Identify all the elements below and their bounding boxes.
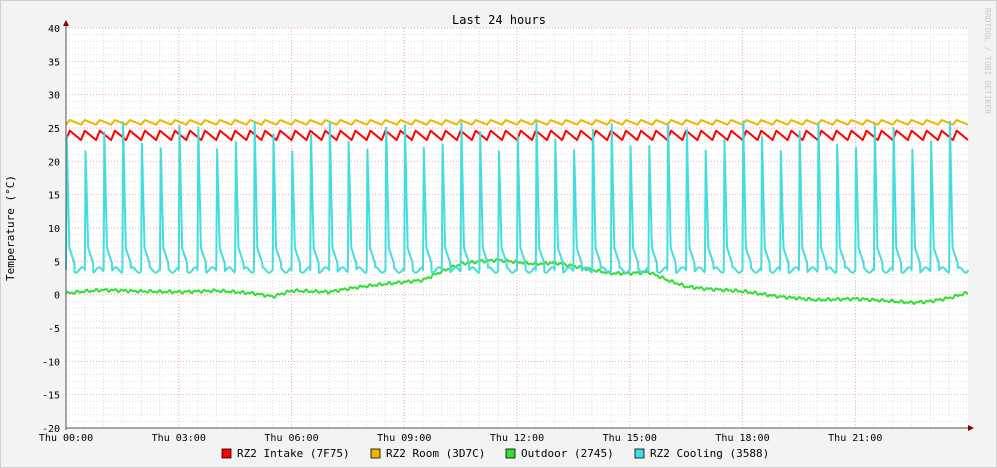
axis-ticks: -20 -15 -10 -5 0 5 10 15 20 25 30 35 40 Thu 00:00 Thu … xyxy=(39,24,882,444)
legend-label: RZ2 Cooling (3588) xyxy=(650,447,769,460)
y-tick-label: 35 xyxy=(48,57,60,68)
x-tick-label: Thu 06:00 xyxy=(264,433,318,444)
series-group xyxy=(65,119,969,305)
legend-label: Outdoor (2745) xyxy=(521,447,614,460)
x-tick-label: Thu 21:00 xyxy=(828,433,882,444)
legend: RZ2 Intake (7F75) RZ2 Room (3D7C) Outdoor … xyxy=(221,447,769,460)
y-tick-label: 5 xyxy=(54,257,60,268)
y-tick-label: -20 xyxy=(42,424,60,435)
x-tick-label: Thu 03:00 xyxy=(152,433,206,444)
x-tick-label: Thu 12:00 xyxy=(490,433,544,444)
legend-swatch xyxy=(370,448,381,459)
legend-swatch xyxy=(505,448,516,459)
x-tick-label: Thu 00:00 xyxy=(39,433,93,444)
y-tick-label: 10 xyxy=(48,224,60,235)
y-tick-label: 40 xyxy=(48,24,60,35)
watermark: RRDTOOL / TOBI OETIKER xyxy=(983,8,992,114)
axes xyxy=(63,20,974,431)
x-tick-label: Thu 09:00 xyxy=(377,433,431,444)
legend-label: RZ2 Room (3D7C) xyxy=(386,447,485,460)
y-tick-label: -5 xyxy=(48,324,60,335)
y-tick-label: 30 xyxy=(48,91,60,102)
x-axis-arrow xyxy=(968,425,974,431)
legend-swatch xyxy=(634,448,645,459)
legend-label: RZ2 Intake (7F75) xyxy=(237,447,350,460)
y-tick-label: 20 xyxy=(48,157,60,168)
y-tick-label: 25 xyxy=(48,124,60,135)
y-tick-label: 0 xyxy=(54,291,60,302)
x-tick-label: Thu 18:00 xyxy=(715,433,769,444)
y-tick-label: -10 xyxy=(42,357,60,368)
y-tick-label: 15 xyxy=(48,191,60,202)
legend-swatch xyxy=(221,448,232,459)
x-tick-label: Thu 15:00 xyxy=(603,433,657,444)
y-axis-label: Temperature (°C) xyxy=(4,175,17,281)
y-axis-arrow xyxy=(63,20,69,26)
chart-title: Last 24 hours xyxy=(452,13,546,27)
y-tick-label: -15 xyxy=(42,391,60,402)
series-line-4 xyxy=(65,120,969,274)
